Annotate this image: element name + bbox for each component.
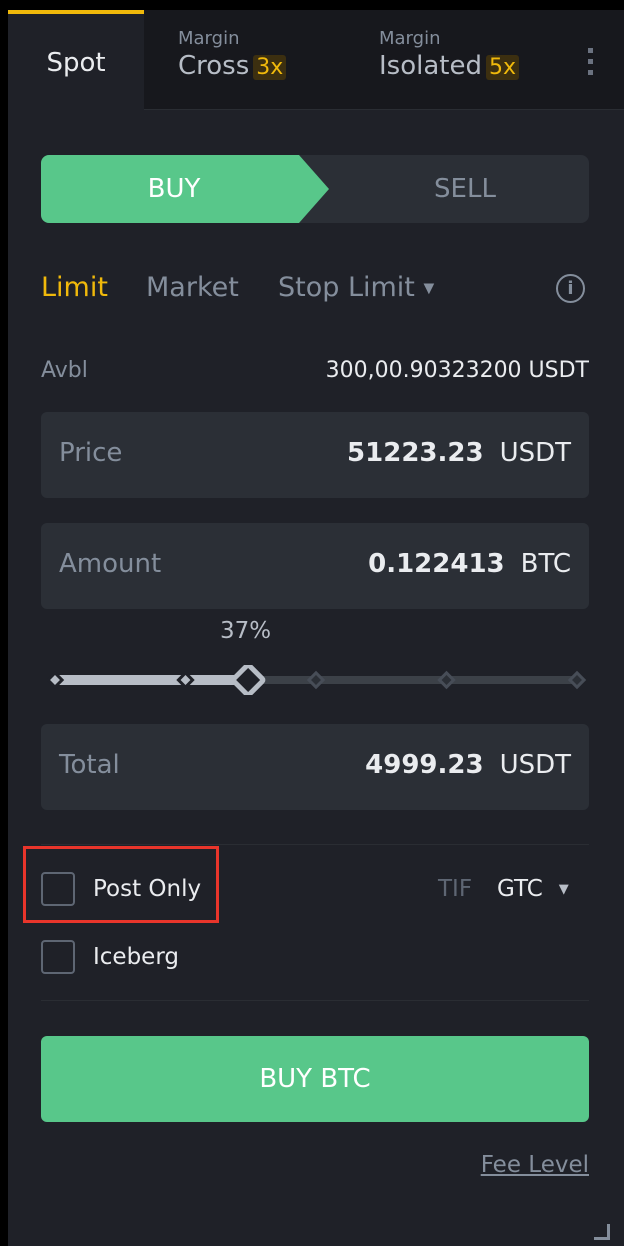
tab-label: Cross xyxy=(178,51,250,81)
total-unit: USDT xyxy=(499,750,571,780)
slider-step-marker xyxy=(306,670,326,690)
side-toggle: BUY SELL xyxy=(41,155,589,223)
trade-panel: Spot Margin Cross 3x Margin Isolated 5x BU… xyxy=(8,10,624,1246)
sell-label: SELL xyxy=(434,174,496,204)
sell-tab[interactable]: SELL xyxy=(341,155,589,223)
amount-input[interactable]: Amount 0.122413 BTC xyxy=(41,523,589,609)
avbl-label: Avbl xyxy=(41,358,88,383)
margin-tabs: Spot Margin Cross 3x Margin Isolated 5x xyxy=(8,10,624,111)
more-vertical-icon[interactable] xyxy=(588,48,594,81)
total-label: Total xyxy=(59,750,120,780)
slider-thumb[interactable] xyxy=(230,665,266,695)
divider xyxy=(41,1000,589,1001)
post-only-checkbox[interactable] xyxy=(41,872,75,906)
amount-value: 0.122413 xyxy=(368,549,505,579)
resize-handle-icon[interactable] xyxy=(594,1224,610,1240)
leverage-badge: 5x xyxy=(485,55,520,80)
buy-label: BUY xyxy=(147,174,201,204)
price-label: Price xyxy=(59,438,123,468)
highlight-box xyxy=(23,846,219,923)
price-unit: USDT xyxy=(499,438,571,468)
post-only-label: Post Only xyxy=(93,876,202,902)
tif-value: GTC xyxy=(497,876,543,902)
tab-label: Isolated xyxy=(379,51,482,81)
tif-label: TIF xyxy=(438,876,473,902)
slider-step-marker xyxy=(47,670,65,690)
tab-spot[interactable]: Spot xyxy=(8,10,144,111)
caret-down-icon: ▼ xyxy=(558,882,569,897)
tab-isolated[interactable]: Margin Isolated 5x xyxy=(379,28,520,81)
slider-step-marker xyxy=(176,670,195,690)
total-input[interactable]: Total 4999.23 USDT xyxy=(41,724,589,810)
divider xyxy=(41,844,589,845)
leverage-badge: 3x xyxy=(253,55,287,80)
tab-sublabel: Margin xyxy=(178,28,240,49)
avbl-value: 300,00.90323200 USDT xyxy=(325,358,589,383)
caret-down-icon: ▼ xyxy=(423,280,435,297)
slider-step-marker xyxy=(567,670,587,690)
tab-label: Spot xyxy=(46,47,106,78)
fee-level-link[interactable]: Fee Level xyxy=(480,1152,589,1178)
buy-btc-label: BUY BTC xyxy=(259,1064,371,1094)
iceberg-checkbox[interactable] xyxy=(41,940,75,974)
tab-cross[interactable]: Margin Cross 3x xyxy=(178,28,287,81)
slider-percent: 37% xyxy=(220,618,272,644)
amount-slider[interactable] xyxy=(47,665,587,695)
amount-unit: BTC xyxy=(520,549,571,579)
order-type-market[interactable]: Market xyxy=(146,272,239,303)
buy-tab[interactable]: BUY xyxy=(41,155,329,223)
price-input[interactable]: Price 51223.23 USDT xyxy=(41,412,589,498)
order-type-stop-limit[interactable]: Stop Limit ▼ xyxy=(278,272,434,303)
info-icon[interactable]: i xyxy=(556,274,585,303)
iceberg-label: Iceberg xyxy=(93,944,179,970)
price-value: 51223.23 xyxy=(347,438,484,468)
order-type-limit[interactable]: Limit xyxy=(41,272,108,303)
buy-btc-button[interactable]: BUY BTC xyxy=(41,1036,589,1122)
slider-step-marker xyxy=(437,670,456,690)
total-value: 4999.23 xyxy=(365,750,484,780)
tif-select[interactable]: GTC ▼ xyxy=(497,876,569,902)
amount-label: Amount xyxy=(59,549,162,579)
tab-sublabel: Margin xyxy=(379,28,441,49)
stop-limit-label: Stop Limit xyxy=(278,272,415,303)
